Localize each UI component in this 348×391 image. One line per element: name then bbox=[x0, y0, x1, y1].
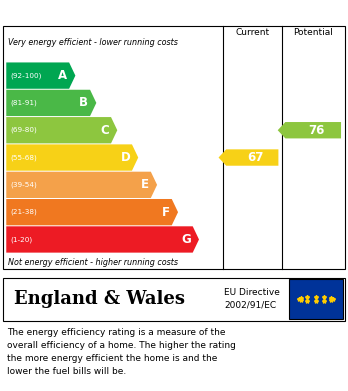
Text: (39-54): (39-54) bbox=[10, 181, 37, 188]
Text: (21-38): (21-38) bbox=[10, 209, 37, 215]
Text: G: G bbox=[181, 233, 191, 246]
Text: (55-68): (55-68) bbox=[10, 154, 37, 161]
Bar bbox=[289, 280, 343, 319]
Polygon shape bbox=[219, 149, 278, 166]
Text: Very energy efficient - lower running costs: Very energy efficient - lower running co… bbox=[8, 38, 178, 47]
Polygon shape bbox=[278, 122, 341, 138]
Text: A: A bbox=[58, 69, 68, 82]
Text: E: E bbox=[141, 178, 149, 191]
Polygon shape bbox=[6, 226, 199, 253]
Text: England & Wales: England & Wales bbox=[14, 290, 185, 308]
Text: (1-20): (1-20) bbox=[10, 236, 33, 243]
Polygon shape bbox=[6, 90, 96, 116]
Text: (81-91): (81-91) bbox=[10, 100, 37, 106]
Text: Potential: Potential bbox=[293, 28, 333, 37]
Text: Energy Efficiency Rating: Energy Efficiency Rating bbox=[9, 14, 230, 29]
Polygon shape bbox=[6, 117, 117, 143]
Text: 67: 67 bbox=[247, 151, 264, 164]
Text: The energy efficiency rating is a measure of the
overall efficiency of a home. T: The energy efficiency rating is a measur… bbox=[7, 328, 236, 376]
Text: B: B bbox=[79, 97, 88, 109]
Polygon shape bbox=[6, 63, 76, 89]
Polygon shape bbox=[6, 144, 138, 171]
Text: D: D bbox=[120, 151, 130, 164]
Text: (69-80): (69-80) bbox=[10, 127, 37, 133]
Text: Not energy efficient - higher running costs: Not energy efficient - higher running co… bbox=[8, 258, 178, 267]
Text: C: C bbox=[101, 124, 109, 137]
Text: 76: 76 bbox=[308, 124, 325, 137]
Polygon shape bbox=[6, 199, 178, 225]
Polygon shape bbox=[6, 172, 157, 198]
Text: F: F bbox=[162, 206, 170, 219]
Text: (92-100): (92-100) bbox=[10, 72, 42, 79]
Text: EU Directive
2002/91/EC: EU Directive 2002/91/EC bbox=[224, 289, 280, 310]
Text: Current: Current bbox=[235, 28, 269, 37]
